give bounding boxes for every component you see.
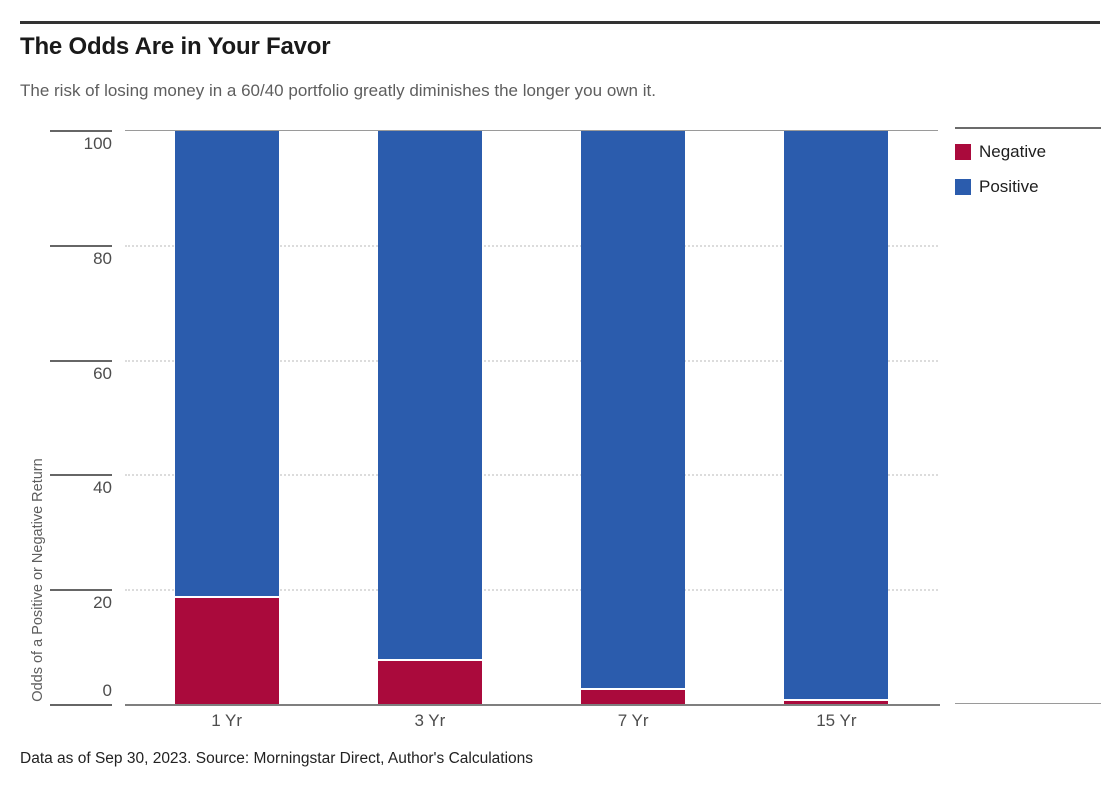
legend-top-line (955, 127, 1101, 129)
bar-group-1-yr (174, 131, 279, 705)
x-tick-label-7-yr: 7 Yr (617, 711, 649, 730)
bar-segment-positive (174, 131, 279, 596)
y-tick-label-100: 100 (83, 134, 112, 153)
y-tick-mark-80 (50, 244, 112, 247)
legend-label-negative: Negative (979, 141, 1047, 161)
top-accent-rule (20, 21, 1100, 24)
source-footnote: Data as of Sep 30, 2023. Source: Morning… (20, 750, 534, 767)
y-tick-label-60: 60 (93, 363, 112, 383)
bar-group-7-yr (581, 131, 686, 705)
page-title: The Odds Are in Your Favor (20, 33, 331, 60)
bar-segment-negative (581, 687, 686, 705)
legend-item-positive: Positive (955, 176, 1115, 196)
x-tick-label-15-yr: 15 Yr (816, 711, 857, 730)
y-tick-mark-40 (50, 474, 112, 477)
bar-segment-negative (174, 595, 279, 705)
gridline-60 (125, 359, 938, 362)
y-tick-mark-100 (50, 130, 112, 132)
y-tick-mark-20 (50, 589, 112, 592)
bar-group-15-yr (784, 131, 889, 705)
gridline-80 (125, 244, 938, 247)
x-tick-label-3-yr: 3 Yr (414, 711, 446, 730)
y-tick-mark-60 (50, 359, 112, 362)
bar-segment-negative (377, 659, 482, 705)
gridline-40 (125, 474, 938, 477)
legend-swatch-negative (955, 143, 971, 160)
chart-legend: Negative Positive (955, 141, 1115, 213)
bar-group-3-yr (377, 131, 482, 705)
y-tick-label-0: 0 (102, 681, 112, 700)
y-tick-label-80: 80 (93, 248, 112, 268)
gridline-20 (125, 589, 938, 592)
y-tick-mark-0 (50, 704, 112, 706)
bar-segment-positive (377, 131, 482, 660)
plot-frame-top-line (125, 130, 938, 131)
legend-swatch-positive (955, 178, 971, 195)
legend-label-positive: Positive (979, 176, 1039, 196)
x-axis-line-right-segment (955, 703, 1101, 704)
y-tick-label-20: 20 (93, 593, 112, 613)
page-subtitle: The risk of losing money in a 60/40 port… (20, 81, 656, 100)
x-axis-line (125, 704, 940, 706)
bar-segment-negative (784, 699, 889, 705)
bar-segment-positive (581, 131, 686, 688)
bar-segment-positive (784, 131, 889, 700)
x-tick-label-1-yr: 1 Yr (211, 711, 243, 730)
legend-item-negative: Negative (955, 141, 1115, 161)
y-tick-label-40: 40 (93, 478, 112, 498)
